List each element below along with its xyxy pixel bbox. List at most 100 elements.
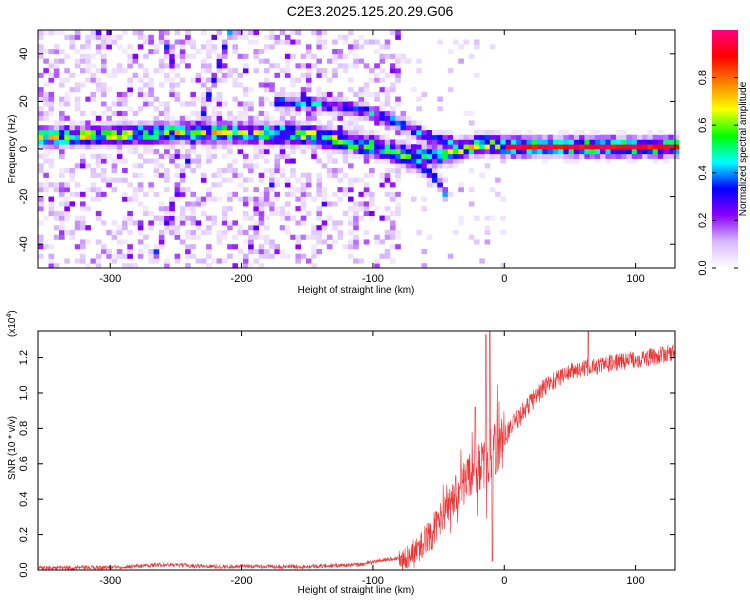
spectrogram-cell	[426, 158, 433, 164]
spectrogram-cell	[185, 263, 191, 269]
spectrogram-cell	[253, 206, 259, 212]
spectrogram-cell	[305, 134, 312, 140]
spectrogram-cell	[263, 215, 270, 221]
spectrogram-cell	[253, 225, 259, 231]
spectrogram-cell	[384, 182, 391, 188]
spectrogram-cell	[122, 263, 128, 269]
spectrogram-cell	[232, 168, 238, 174]
spectrogram-cell	[143, 158, 149, 164]
spectrogram-cell	[594, 130, 601, 136]
spectrogram-cell	[300, 96, 307, 102]
spectrogram-cell	[300, 144, 307, 150]
spectrogram-cell	[442, 134, 449, 140]
spectrogram-cell	[316, 110, 322, 116]
spectrogram-cell	[53, 210, 60, 216]
spectrogram-cell	[253, 49, 259, 55]
spectrogram-cell	[363, 239, 370, 245]
spectrogram-cell	[242, 87, 249, 93]
spectrogram-cell	[379, 144, 386, 150]
spectrogram-cell	[279, 39, 286, 45]
spectrogram-cell	[263, 234, 270, 240]
spectrogram-cell	[390, 72, 396, 78]
spectrogram-cell	[453, 229, 459, 235]
spectrogram-cell	[332, 49, 338, 55]
spectrogram-cell	[332, 134, 338, 140]
spectrogram-cell	[474, 139, 480, 145]
spectrogram-cell	[305, 49, 312, 55]
spectrogram-cell	[311, 101, 317, 107]
spectrogram-cell	[74, 225, 81, 231]
spectrogram-cell	[48, 125, 55, 131]
spectrogram-cell	[358, 258, 365, 264]
spectrogram-cell	[158, 101, 165, 107]
spectrogram-cell	[116, 63, 123, 69]
spectrogram-cell	[64, 115, 70, 121]
spectrogram-cell	[442, 153, 449, 159]
spectrogram-cell	[432, 158, 438, 164]
spectrogram-cell	[405, 134, 412, 140]
spectrogram-cell	[143, 53, 149, 59]
spectrogram-cell	[53, 144, 60, 150]
spectrogram-cell	[353, 44, 359, 50]
spectrogram-cell	[153, 253, 160, 259]
spectrogram-cell	[80, 125, 86, 131]
spectrogram-cell	[269, 168, 275, 174]
spectrogram-cell	[85, 263, 91, 269]
spectrogram-cell	[258, 101, 265, 107]
spectrogram-cell	[190, 234, 196, 240]
spectrogram-cell	[337, 220, 344, 226]
spectrogram-cell	[479, 144, 485, 150]
spectrogram-cell	[253, 149, 259, 155]
spectrogram-cell	[416, 149, 422, 155]
spectrogram-cell	[374, 239, 380, 245]
spectrogram-cell	[137, 163, 144, 169]
spectrogram-cell	[185, 34, 191, 40]
spectrogram-cell	[59, 153, 65, 159]
spectrogram-cell	[153, 168, 160, 174]
spectrogram-cell	[458, 153, 464, 159]
spectrogram-cell	[421, 196, 428, 202]
spectrogram-cell	[64, 206, 70, 212]
spectrogram-cell	[106, 115, 112, 121]
x-tick-label: -100	[362, 273, 384, 285]
spectrogram-cell	[474, 144, 480, 150]
spectrogram-cell	[237, 144, 244, 150]
spectrogram-cell	[242, 34, 249, 40]
spectrogram-cell	[169, 196, 175, 202]
spectrogram-cell	[290, 110, 296, 116]
spectrogram-cell	[489, 139, 496, 145]
spectrogram-cell	[221, 39, 228, 45]
spectrogram-cell	[206, 130, 212, 136]
spectrogram-cell	[200, 101, 207, 107]
spectrogram-cell	[384, 249, 391, 255]
spectrogram-cell	[390, 220, 396, 226]
spectrogram-cell	[227, 115, 233, 121]
spectrogram-cell	[242, 187, 249, 193]
spectrogram-cell	[211, 72, 217, 78]
spectrogram-cell	[295, 110, 301, 116]
spectrogram-cell	[153, 115, 160, 121]
spectrogram-cell	[279, 139, 286, 145]
spectrogram-cell	[348, 130, 354, 136]
spectrogram-cell	[274, 96, 280, 102]
spectrogram-cell	[227, 125, 233, 131]
spectrogram-cell	[122, 110, 128, 116]
spectrogram-cell	[326, 58, 333, 64]
spectrogram-cell	[122, 134, 128, 140]
spectrogram-cell	[589, 153, 596, 159]
spectrogram-cell	[316, 239, 322, 245]
spectrogram-cell	[101, 130, 107, 136]
spectrogram-cell	[206, 244, 212, 250]
spectrogram-cell	[342, 187, 349, 193]
spectrogram-cell	[227, 34, 233, 40]
spectrogram-cell	[127, 58, 133, 64]
spectrogram-cell	[216, 30, 223, 36]
spectrogram-cell	[300, 206, 307, 212]
spectrogram-cell	[416, 229, 422, 235]
spectrogram-cell	[148, 101, 154, 107]
spectrogram-cell	[185, 187, 191, 193]
spectrogram-cell	[358, 215, 365, 221]
spectrogram-cell	[295, 77, 301, 83]
spectrogram-cell	[200, 134, 207, 140]
spectrogram-cell	[442, 196, 449, 202]
